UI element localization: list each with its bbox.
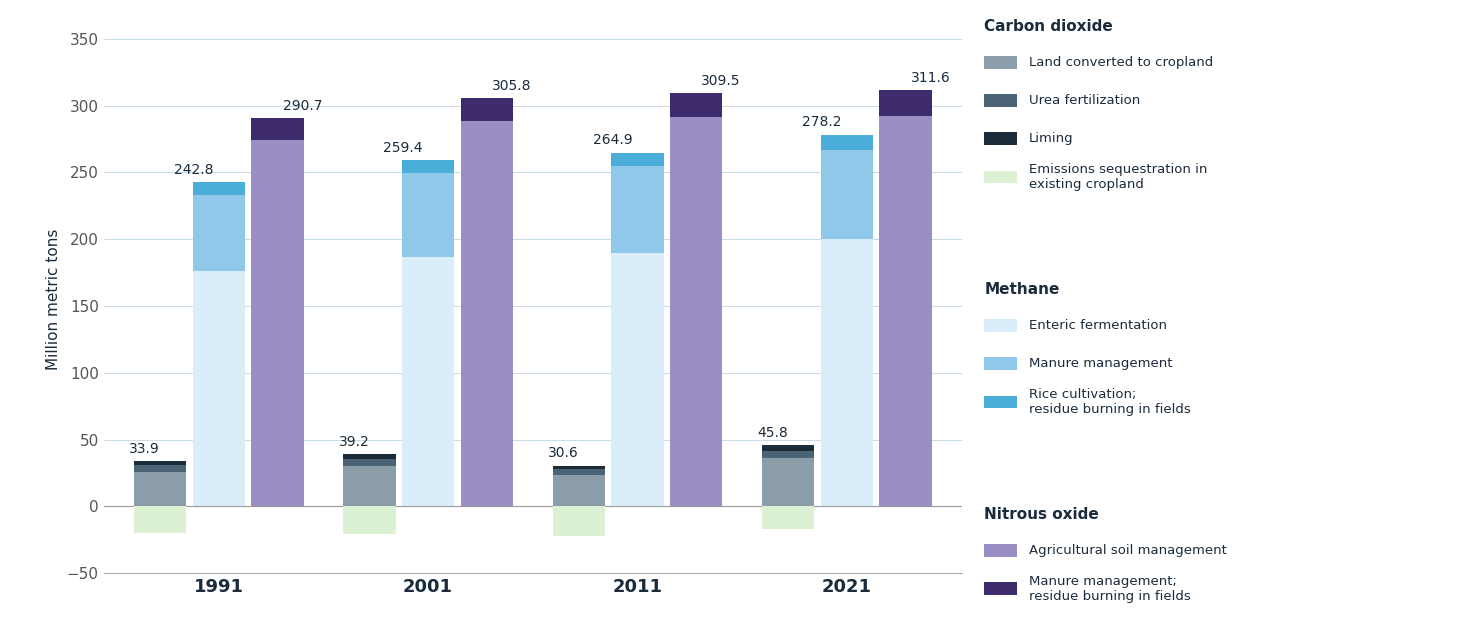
Text: Liming: Liming [1029, 132, 1073, 145]
Text: Urea fertilization: Urea fertilization [1029, 94, 1140, 107]
Text: 33.9: 33.9 [129, 442, 160, 456]
Bar [552, 506, 605, 536]
Bar [343, 459, 395, 466]
Bar [762, 445, 814, 450]
Bar [192, 195, 244, 271]
Text: 242.8: 242.8 [175, 162, 213, 176]
Bar [192, 271, 244, 506]
Text: Nitrous oxide: Nitrous oxide [984, 507, 1100, 522]
Bar [879, 116, 931, 506]
Bar [343, 466, 395, 506]
Bar [460, 121, 514, 506]
Text: 39.2: 39.2 [339, 435, 370, 449]
Bar [821, 150, 873, 240]
Text: Manure management: Manure management [1029, 357, 1172, 370]
Bar [403, 257, 454, 506]
Text: Emissions sequestration in
existing cropland: Emissions sequestration in existing crop… [1029, 163, 1208, 191]
Text: 45.8: 45.8 [758, 426, 789, 440]
Text: 305.8: 305.8 [491, 78, 531, 92]
Bar [611, 166, 663, 253]
Bar [821, 135, 873, 150]
Bar [192, 182, 244, 195]
Text: 264.9: 264.9 [592, 133, 632, 147]
Bar [670, 117, 722, 506]
Bar [762, 459, 814, 506]
Bar [252, 140, 303, 506]
Bar [552, 466, 605, 469]
Bar [403, 173, 454, 257]
Text: 259.4: 259.4 [383, 141, 423, 155]
Text: Enteric fermentation: Enteric fermentation [1029, 319, 1166, 332]
Bar [135, 472, 186, 506]
Text: 30.6: 30.6 [548, 447, 579, 461]
Bar [403, 160, 454, 173]
Bar [135, 466, 186, 472]
Text: Methane: Methane [984, 282, 1060, 297]
Bar [762, 506, 814, 529]
Bar [611, 152, 663, 166]
Text: Agricultural soil management: Agricultural soil management [1029, 544, 1227, 557]
Text: Manure management;
residue burning in fields: Manure management; residue burning in fi… [1029, 575, 1190, 603]
Text: 311.6: 311.6 [910, 71, 950, 85]
Bar [611, 253, 663, 506]
Bar [762, 450, 814, 459]
Bar [460, 98, 514, 121]
Text: Carbon dioxide: Carbon dioxide [984, 19, 1113, 34]
Text: Land converted to cropland: Land converted to cropland [1029, 56, 1212, 69]
Bar [670, 93, 722, 117]
Bar [821, 240, 873, 506]
Bar [135, 506, 186, 533]
Y-axis label: Million metric tons: Million metric tons [46, 229, 61, 370]
Bar [552, 469, 605, 475]
Bar [343, 506, 395, 534]
Bar [552, 475, 605, 506]
Text: Rice cultivation;
residue burning in fields: Rice cultivation; residue burning in fie… [1029, 388, 1190, 416]
Text: 278.2: 278.2 [802, 115, 842, 129]
Bar [135, 461, 186, 466]
Bar [343, 454, 395, 459]
Text: 309.5: 309.5 [702, 74, 741, 88]
Bar [879, 90, 931, 116]
Text: 290.7: 290.7 [283, 99, 323, 113]
Bar [252, 118, 303, 140]
